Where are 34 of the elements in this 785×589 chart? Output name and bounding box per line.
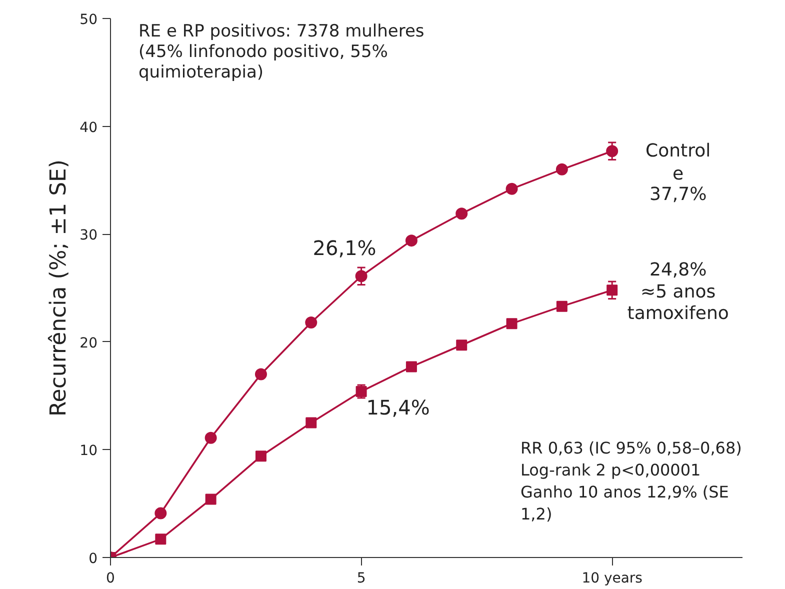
point xyxy=(456,208,468,220)
point xyxy=(506,318,518,330)
point xyxy=(204,432,217,444)
annotation: Log-rank 2 p<0,00001 xyxy=(520,460,701,480)
y-tick-label: 50 xyxy=(80,12,98,28)
annotation: RR 0,63 (IC 95% 0,58–0,68) xyxy=(520,438,742,458)
point xyxy=(506,182,518,195)
data-label: 26,1% xyxy=(312,236,376,260)
y-tick-label: 40 xyxy=(80,120,98,136)
y-tick-label: 20 xyxy=(80,335,98,352)
point xyxy=(255,450,266,462)
annotation: 24,8% ≈5 anos tamoxifeno xyxy=(627,260,729,324)
point xyxy=(305,316,318,328)
y-tick-label: 0 xyxy=(88,551,98,567)
text: RE e RP positivos: 7378 mulheres (45% linfonodo positivo, 55% quimioterapia) xyxy=(138,22,424,82)
point xyxy=(306,417,317,428)
point xyxy=(556,300,568,312)
point xyxy=(155,534,166,545)
y-tick-label: 10 xyxy=(80,443,98,460)
y-axis-title: Recurrência (%; ±1 SE) xyxy=(46,159,72,417)
point xyxy=(456,340,468,351)
data-label: 15,4% xyxy=(366,395,430,420)
x-tick-label: 5 xyxy=(356,570,366,586)
point xyxy=(406,361,417,372)
point xyxy=(205,494,216,505)
point xyxy=(254,368,267,380)
annotation: Ganho 10 anos 12,9% (SE 1,2) xyxy=(520,482,729,524)
annotation: Control e 37,7% xyxy=(646,140,711,205)
x-tick-label: 10 years xyxy=(582,570,642,586)
point xyxy=(154,507,167,520)
point xyxy=(405,234,418,247)
y-tick-label: 30 xyxy=(80,228,98,244)
point xyxy=(556,163,568,176)
x-tick-label: 0 xyxy=(106,570,115,586)
